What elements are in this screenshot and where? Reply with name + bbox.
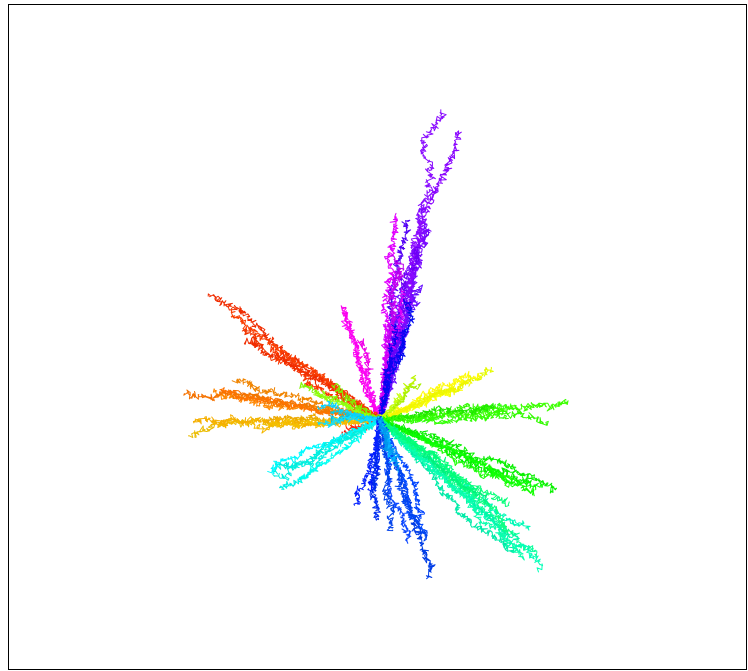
walk (378, 416, 544, 491)
walk (377, 378, 473, 423)
walk (267, 419, 382, 475)
walk (353, 415, 383, 506)
walk (377, 322, 399, 422)
walk (375, 402, 549, 426)
walk (219, 387, 381, 424)
walk (317, 414, 382, 428)
walk (313, 390, 383, 423)
walk (331, 382, 382, 421)
walks (183, 109, 569, 580)
walk (379, 417, 557, 494)
walk (379, 403, 494, 423)
walk (377, 418, 426, 519)
walk (369, 417, 383, 521)
walk (378, 270, 403, 424)
walk (376, 298, 416, 422)
walk (379, 417, 532, 486)
walk (317, 400, 381, 424)
walk (378, 383, 422, 422)
frame (8, 4, 747, 670)
walk (377, 254, 405, 422)
walk (380, 417, 475, 493)
walk (207, 293, 381, 422)
walk (379, 411, 509, 425)
walk (298, 418, 381, 481)
walk (341, 310, 383, 424)
walk (377, 418, 396, 532)
walk (340, 305, 384, 421)
walk (230, 306, 382, 423)
walk (272, 417, 383, 481)
walk (377, 418, 391, 452)
